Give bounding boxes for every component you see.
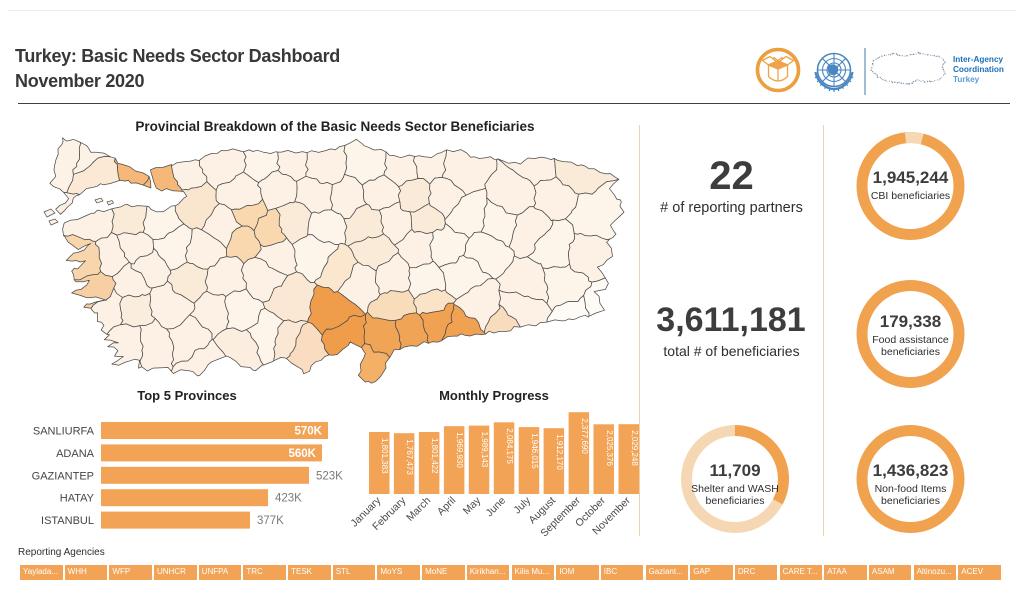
svg-text:May: May [461,494,484,517]
svg-text:377K: 377K [257,515,284,527]
svg-text:423K: 423K [275,493,302,505]
svg-text:2,025,376: 2,025,376 [605,430,614,466]
svg-text:1,436,823: 1,436,823 [873,461,949,480]
svg-text:11,709: 11,709 [709,461,760,480]
svg-text:Food assistance: Food assistance [872,334,949,346]
svg-text:Inter-Agency: Inter-Agency [953,55,1003,64]
svg-text:March: March [404,495,433,524]
svg-text:1,989,143: 1,989,143 [480,432,489,468]
svg-text:ISTANBUL: ISTANBUL [41,515,94,527]
svg-text:179,338: 179,338 [880,312,941,331]
svg-text:1,912,170: 1,912,170 [555,434,564,470]
svg-text:Turkey: Turkey [953,75,980,84]
svg-text:2,377,690: 2,377,690 [580,418,589,454]
svg-text:Non-food Items: Non-food Items [875,483,947,495]
svg-text:June: June [484,495,509,520]
svg-text:560K: 560K [289,448,317,460]
svg-text:2,029,248: 2,029,248 [630,430,639,466]
svg-text:1,801,422: 1,801,422 [430,438,439,474]
svg-text:CBI beneficiaries: CBI beneficiaries [871,190,950,202]
svg-text:beneficiaries: beneficiaries [881,495,940,507]
svg-text:1,946,015: 1,946,015 [530,433,539,469]
svg-text:ADANA: ADANA [56,448,95,460]
svg-text:2,084,175: 2,084,175 [505,428,514,464]
svg-text:1,945,244: 1,945,244 [873,168,949,187]
svg-text:523K: 523K [316,470,343,482]
svg-text:Shelter and WASH: Shelter and WASH [691,483,779,495]
svg-text:beneficiaries: beneficiaries [706,495,765,507]
svg-text:1,969,930: 1,969,930 [455,432,464,468]
svg-text:Coordination: Coordination [953,65,1004,74]
svg-text:April: April [435,495,458,518]
svg-text:GAZIANTEP: GAZIANTEP [32,470,94,482]
svg-text:1,801,383: 1,801,383 [380,438,389,474]
svg-text:1,767,473: 1,767,473 [405,439,414,475]
svg-text:SANLIURFA: SANLIURFA [33,426,95,438]
svg-text:570K: 570K [295,426,323,438]
svg-text:HATAY: HATAY [60,493,95,505]
svg-text:beneficiaries: beneficiaries [881,346,940,358]
